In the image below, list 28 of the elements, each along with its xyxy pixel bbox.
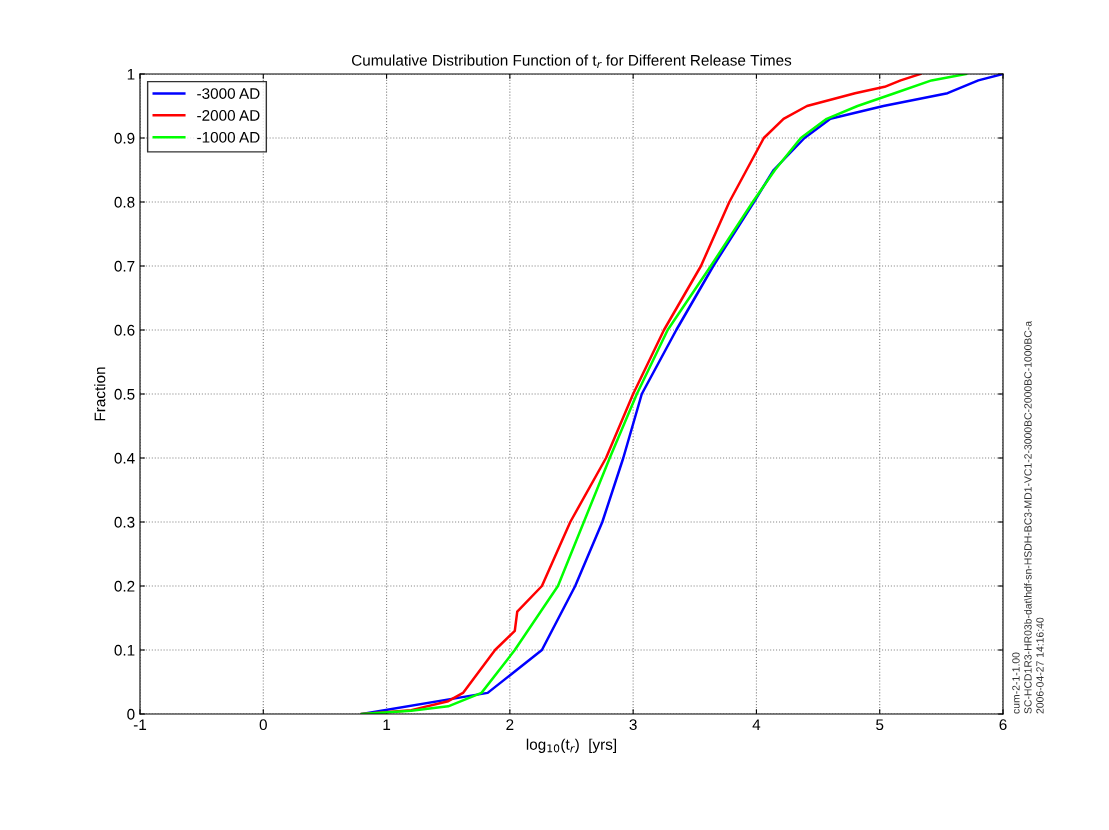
y-tick-label: 0.3	[114, 516, 135, 528]
x-tick-label: 4	[752, 719, 761, 730]
x-tick-label: 5	[876, 719, 884, 731]
y-tick-label: 1	[127, 69, 135, 80]
chart-title: Cumulative Distribution Function of t$_{r}$ for Different Release Times	[351, 54, 792, 69]
x-tick-label: 1	[383, 719, 391, 730]
x-tick-label: -1	[133, 719, 147, 730]
x-tick-label: 2	[506, 719, 514, 730]
y-tick-label: 0.1	[114, 644, 135, 656]
y-axis-title: Fraction	[94, 367, 106, 421]
text: 2006-04-27 14:16:40	[1036, 617, 1044, 714]
legend-label: -3000 AD	[197, 88, 260, 99]
y-tick-label: 0.5	[114, 388, 135, 400]
y-tick-label: 0.8	[114, 196, 135, 208]
y-tick-label: 0.4	[114, 452, 135, 464]
x-axis-title: log$_{10}$(t$_{r}$) [yrs]	[526, 738, 617, 753]
legend-label: -1000 AD	[197, 131, 260, 143]
y-tick-label: 0.7	[114, 260, 135, 272]
x-tick-label: 0	[259, 719, 267, 731]
x-tick-label: 3	[629, 719, 637, 731]
y-tick-label: 0.9	[114, 132, 135, 144]
text: cum-2-1-1.00	[1012, 652, 1020, 714]
y-tick-label: 0.6	[114, 324, 135, 336]
y-tick-label: 0.2	[114, 580, 135, 592]
legend-label: -2000 AD	[197, 110, 260, 121]
y-tick-label: 0	[127, 708, 135, 720]
x-tick-label: 6	[999, 719, 1007, 731]
text: SC-HCD1R3-HR03b-dat\hdf-sn-HSDH-BC3-MD1-VC1-2-3000BC-2000BC-1000BC-a	[1024, 320, 1032, 714]
